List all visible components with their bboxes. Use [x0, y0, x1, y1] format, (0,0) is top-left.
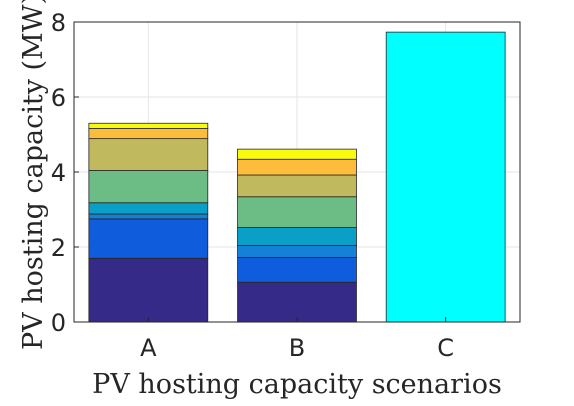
bar-segment-a-4 — [88, 202, 209, 215]
bar-segment-b-6 — [237, 174, 357, 198]
bar-segment-a-3 — [88, 213, 209, 220]
y-tick-label: 4 — [51, 159, 66, 187]
bar-segment-a-2 — [88, 218, 209, 259]
bar-segment-b-3 — [237, 245, 357, 258]
bar-segment-a-6 — [88, 138, 209, 171]
bar-segment-b-8 — [237, 148, 357, 160]
bar-segment-a-5 — [88, 170, 209, 204]
y-tick-label: 2 — [51, 234, 66, 262]
bar-segment-b-1 — [237, 281, 357, 323]
bar-segment-b-7 — [237, 158, 357, 176]
bar-segment-b-5 — [237, 196, 357, 228]
bar-segment-c-1 — [385, 31, 506, 323]
y-tick-label: 6 — [51, 84, 66, 112]
x-tick-labels: A B C — [140, 317, 454, 362]
y-tick-label: 0 — [51, 309, 66, 337]
x-axis-title: PV hosting capacity scenarios — [92, 369, 502, 400]
bar-segment-a-7 — [88, 128, 209, 140]
x-tick-label: B — [289, 334, 305, 362]
y-tick-label: 8 — [51, 9, 66, 37]
x-tick-label: A — [140, 334, 157, 362]
bar-segment-b-4 — [237, 227, 357, 246]
y-axis-title: PV hosting capacity (MW) — [18, 0, 49, 350]
y-tick-labels: 0 2 4 6 8 — [51, 9, 79, 337]
bar-segment-a-1 — [88, 257, 209, 323]
bars — [88, 31, 506, 323]
bar-segment-a-8 — [88, 122, 209, 129]
bar-segment-b-2 — [237, 257, 357, 283]
x-tick-label: C — [437, 334, 454, 362]
